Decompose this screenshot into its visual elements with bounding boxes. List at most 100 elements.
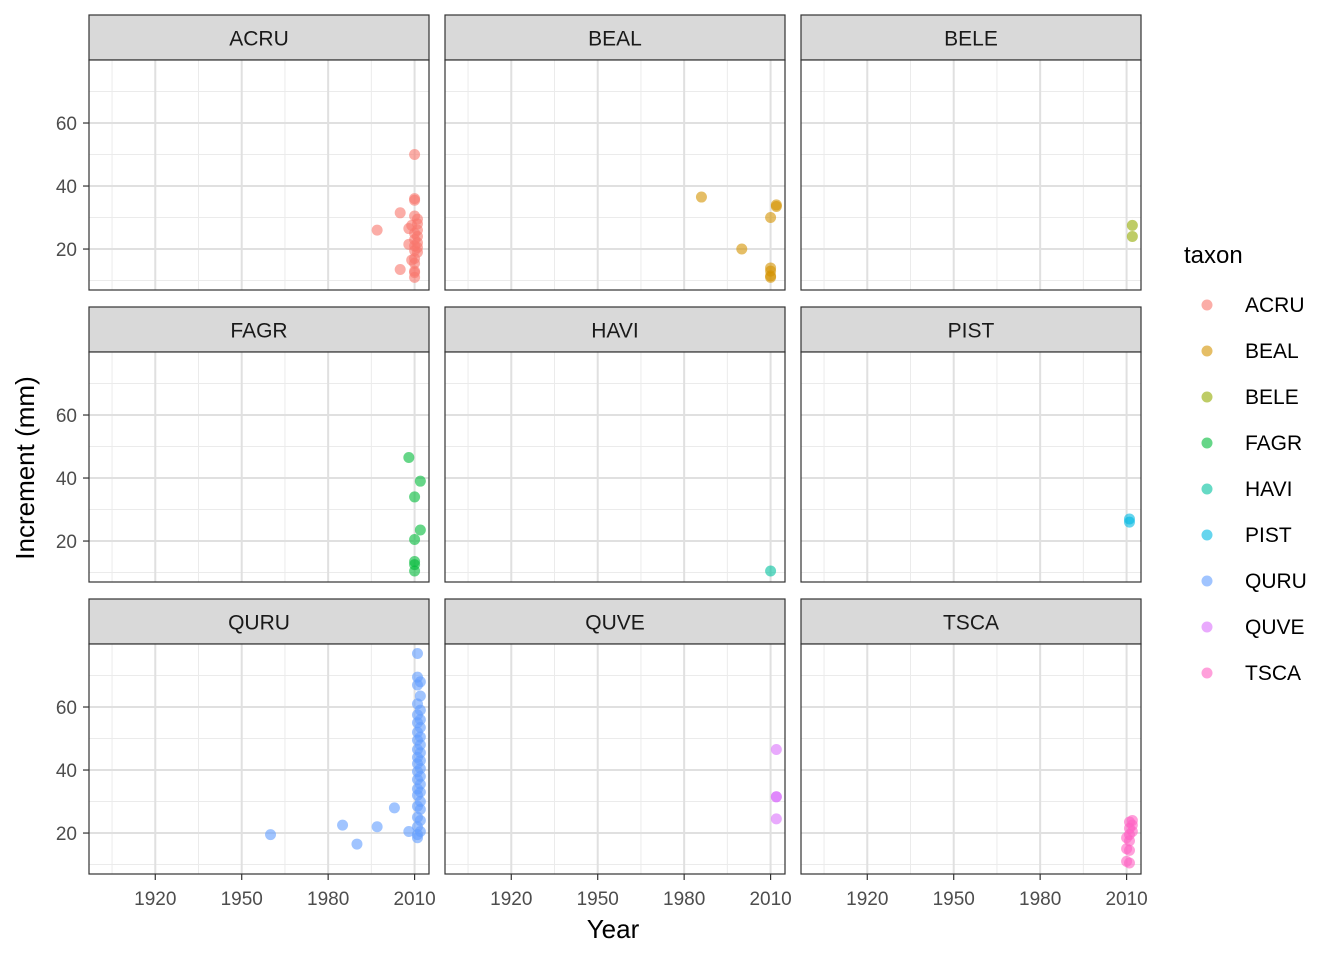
panel-border-pist — [800, 351, 1142, 583]
legend-label-fagr: FAGR — [1245, 432, 1302, 455]
point-fagr — [409, 533, 421, 545]
legend-label-quru: QURU — [1245, 570, 1307, 593]
legend-key-tsca — [1201, 667, 1213, 679]
panel-fagr: FAGR — [88, 306, 430, 583]
strip-label-quru: QURU — [228, 612, 290, 635]
y-tick-label: 40 — [56, 177, 77, 198]
strip-label-fagr: FAGR — [230, 320, 287, 343]
strip-havi — [444, 306, 786, 353]
strip-pist — [800, 306, 1142, 353]
plot-area-quve — [445, 644, 785, 874]
x-tick-label: 2010 — [749, 889, 791, 910]
legend-key-pist — [1201, 529, 1213, 541]
point-tsca — [1123, 844, 1135, 856]
panel-beal: BEAL — [444, 14, 786, 291]
panel-border-bele — [800, 59, 1142, 291]
panel-border-quve — [444, 643, 786, 875]
plot-area-fagr — [89, 352, 429, 582]
panel-quru: QURU — [88, 598, 430, 875]
legend-label-pist: PIST — [1245, 524, 1292, 547]
strip-acru — [88, 14, 430, 61]
strip-bele — [800, 14, 1142, 61]
legend-key-bele — [1201, 391, 1213, 403]
x-tick-label: 1980 — [1019, 889, 1061, 910]
panel-border-tsca — [800, 643, 1142, 875]
x-tick-label: 1920 — [490, 889, 532, 910]
point-beal — [736, 243, 748, 255]
strip-label-quve: QUVE — [585, 612, 645, 635]
panel-border-acru — [88, 59, 430, 291]
y-tick-label: 40 — [56, 469, 77, 490]
legend-label-quve: QUVE — [1245, 616, 1305, 639]
point-quve — [770, 813, 782, 825]
legend-label-beal: BEAL — [1245, 340, 1299, 363]
point-quru — [403, 825, 415, 837]
plot-area-quru — [89, 644, 429, 874]
point-beal — [765, 271, 777, 283]
point-tsca — [1123, 857, 1135, 869]
legend-key-quve — [1201, 621, 1213, 633]
panel-border-fagr — [88, 351, 430, 583]
y-axis-title: Increment (mm) — [10, 376, 40, 559]
point-acru — [371, 224, 383, 236]
strip-label-havi: HAVI — [591, 320, 638, 343]
x-axis-title: Year — [587, 914, 640, 944]
point-acru — [409, 271, 421, 283]
point-acru — [394, 207, 406, 219]
strip-beal — [444, 14, 786, 61]
point-bele — [1126, 219, 1138, 231]
strip-label-beal: BEAL — [588, 28, 642, 51]
point-quru — [411, 647, 423, 659]
panel-pist: PIST — [800, 306, 1142, 583]
point-acru — [409, 194, 421, 206]
point-fagr — [403, 452, 415, 464]
y-tick-label: 40 — [56, 761, 77, 782]
point-bele — [1126, 230, 1138, 242]
legend-key-acru — [1201, 299, 1213, 311]
point-quru — [337, 819, 349, 831]
y-tick-label: 60 — [56, 698, 77, 719]
strip-label-acru: ACRU — [229, 28, 289, 51]
legend-label-havi: HAVI — [1245, 478, 1292, 501]
plot-area-bele — [801, 60, 1141, 290]
strip-label-bele: BELE — [944, 28, 998, 51]
x-tick-label: 2010 — [1105, 889, 1147, 910]
panel-bele: BELE — [800, 14, 1142, 291]
strip-tsca — [800, 598, 1142, 645]
point-quru — [351, 838, 363, 850]
x-tick-label: 1980 — [663, 889, 705, 910]
facet-panels: ACRU BEAL BELE FAGR HAVI PIST QURU QUVE TSCA — [88, 14, 1142, 875]
y-axes: 20 40 60 20 40 60 20 40 60 — [56, 114, 89, 845]
point-fagr — [414, 475, 426, 487]
legend: taxon ACRU BEAL BELE FAGR HAVI PIST QURU QUVE TS… — [1184, 242, 1307, 685]
x-tick-label: 2010 — [393, 889, 435, 910]
strip-fagr — [88, 306, 430, 353]
y-tick-label: 20 — [56, 240, 77, 261]
point-acru — [409, 257, 421, 269]
panel-border-quru — [88, 643, 430, 875]
strip-label-tsca: TSCA — [943, 612, 999, 635]
point-beal — [770, 201, 782, 213]
y-tick-label: 20 — [56, 824, 77, 845]
point-beal — [765, 212, 777, 224]
x-tick-label: 1950 — [577, 889, 619, 910]
x-tick-label: 1980 — [307, 889, 349, 910]
point-quve — [770, 791, 782, 803]
x-tick-label: 1950 — [933, 889, 975, 910]
panel-acru: ACRU — [88, 14, 430, 291]
plot-area-havi — [445, 352, 785, 582]
plot-area-acru — [89, 60, 429, 290]
legend-label-acru: ACRU — [1245, 294, 1305, 317]
point-acru — [394, 264, 406, 276]
point-havi — [765, 565, 777, 577]
legend-title: taxon — [1184, 242, 1243, 269]
panel-quve: QUVE — [444, 598, 786, 875]
panel-tsca: TSCA — [800, 598, 1142, 875]
legend-key-quru — [1201, 575, 1213, 587]
x-axes: 1920 1950 1980 2010 1920 1950 1980 2010 1920 1950… — [134, 874, 1148, 910]
point-beal — [695, 191, 707, 203]
legend-label-bele: BELE — [1245, 386, 1299, 409]
plot-area-tsca — [801, 644, 1141, 874]
plot-area-beal — [445, 60, 785, 290]
legend-key-beal — [1201, 345, 1213, 357]
